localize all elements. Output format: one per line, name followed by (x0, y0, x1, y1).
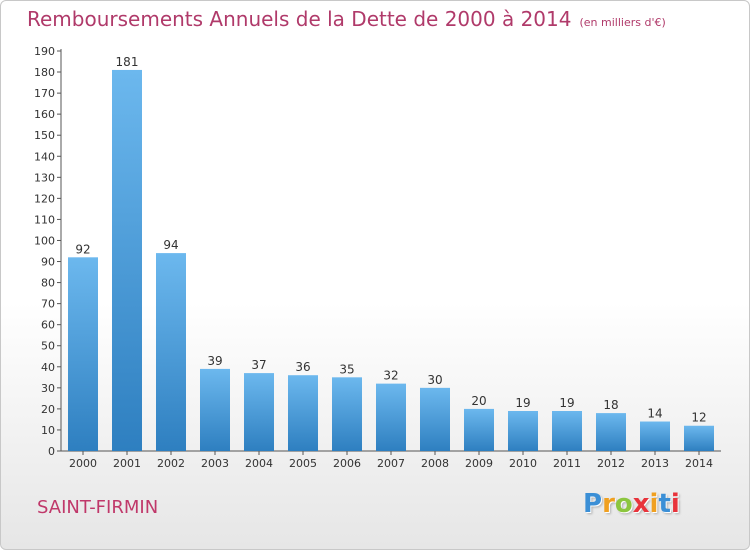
y-tick-label: 130 (34, 171, 55, 184)
bar (640, 421, 670, 451)
y-tick-label: 20 (41, 403, 55, 416)
bar-value-label: 36 (295, 360, 310, 374)
x-tick-label: 2007 (377, 457, 405, 470)
bar (288, 375, 318, 451)
chart-title-text: Remboursements Annuels de la Dette de 20… (27, 7, 572, 31)
x-tick-label: 2012 (597, 457, 625, 470)
bar-value-label: 19 (559, 396, 574, 410)
y-tick-label: 30 (41, 382, 55, 395)
logo-letter: o (614, 489, 633, 519)
bar (332, 377, 362, 451)
x-tick-label: 2014 (685, 457, 713, 470)
chart-title: Remboursements Annuels de la Dette de 20… (27, 7, 666, 31)
y-tick-label: 50 (41, 340, 55, 353)
bar (552, 411, 582, 451)
bar (508, 411, 538, 451)
bar-value-label: 12 (691, 411, 706, 425)
bar (464, 408, 494, 451)
bar-value-label: 19 (515, 396, 530, 410)
bar (376, 383, 406, 451)
bar (596, 413, 626, 451)
bar (68, 257, 98, 451)
bar-value-label: 181 (116, 55, 139, 69)
bar (200, 368, 230, 451)
logo-letter: t (658, 489, 671, 519)
bar (156, 253, 186, 451)
x-tick-label: 2011 (553, 457, 581, 470)
x-tick-label: 2004 (245, 457, 273, 470)
y-tick-label: 120 (34, 192, 55, 205)
y-tick-label: 80 (41, 277, 55, 290)
x-tick-label: 2003 (201, 457, 229, 470)
x-tick-label: 2008 (421, 457, 449, 470)
y-tick-label: 60 (41, 319, 55, 332)
x-tick-label: 2013 (641, 457, 669, 470)
x-tick-label: 2010 (509, 457, 537, 470)
x-tick-label: 2006 (333, 457, 361, 470)
bars: 92 181 94 39 37 36 35 32 30 20 19 19 18 14 12 (68, 55, 714, 452)
bar-value-label: 32 (383, 369, 398, 383)
x-tick-label: 2000 (69, 457, 97, 470)
y-tick-label: 0 (48, 445, 55, 458)
commune-name: SAINT-FIRMIN (37, 497, 159, 518)
y-tick-label: 140 (34, 150, 55, 163)
y-tick-label: 100 (34, 234, 55, 247)
x-tick-label: 2005 (289, 457, 317, 470)
x-axis: 2000 2001 2002 2003 2004 2005 2006 2007 2008 2009… (61, 450, 721, 470)
y-tick-label: 10 (41, 424, 55, 437)
bar (684, 425, 714, 451)
x-tick-label: 2009 (465, 457, 493, 470)
logo-letter: i (670, 489, 680, 519)
bar-value-label: 39 (207, 354, 222, 368)
y-tick-label: 160 (34, 108, 55, 121)
y-tick-label: 150 (34, 129, 55, 142)
bar-value-label: 20 (471, 394, 486, 408)
logo-letter: i (649, 489, 659, 519)
y-tick-label: 70 (41, 298, 55, 311)
bar-value-label: 18 (603, 398, 618, 412)
bar (244, 373, 274, 451)
y-tick-label: 190 (34, 45, 55, 58)
x-tick-label: 2002 (157, 457, 185, 470)
x-tick-label: 2001 (113, 457, 141, 470)
bar-value-label: 14 (647, 407, 662, 421)
y-tick-label: 40 (41, 361, 55, 374)
chart-unit: (en milliers d'€) (579, 16, 666, 29)
bar-value-label: 92 (75, 242, 90, 256)
bar (420, 387, 450, 451)
bar-value-label: 35 (339, 362, 354, 376)
y-axis: 0 10 20 30 40 50 60 70 80 90 100 110 120 130 140 150 160… (34, 45, 62, 458)
logo-letter: P (583, 489, 603, 519)
logo-letter: r (602, 489, 615, 519)
bar (112, 69, 142, 452)
bar-value-label: 37 (251, 358, 266, 372)
bar-value-label: 94 (163, 238, 178, 252)
proxiti-logo: Proxiti (583, 489, 680, 519)
y-tick-label: 180 (34, 66, 55, 79)
y-tick-label: 90 (41, 256, 55, 269)
bar-value-label: 30 (427, 373, 442, 387)
logo-letter: x (632, 489, 650, 519)
y-tick-label: 110 (34, 213, 55, 226)
y-tick-label: 170 (34, 87, 55, 100)
